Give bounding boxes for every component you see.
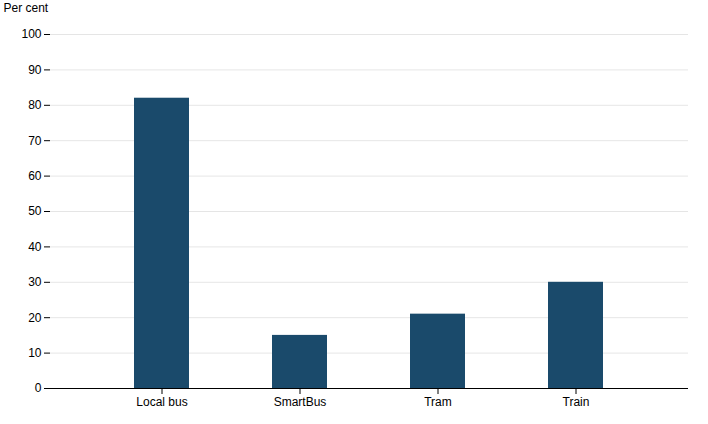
svg-text:50: 50 <box>28 204 42 218</box>
svg-text:30: 30 <box>28 275 42 289</box>
svg-text:40: 40 <box>28 240 42 254</box>
svg-text:Tram: Tram <box>424 395 452 409</box>
svg-text:SmartBus: SmartBus <box>274 395 327 409</box>
svg-text:80: 80 <box>28 98 42 112</box>
svg-text:70: 70 <box>28 134 42 148</box>
svg-text:Local bus: Local bus <box>136 395 187 409</box>
svg-text:100: 100 <box>21 27 41 41</box>
svg-text:Train: Train <box>563 395 590 409</box>
svg-text:0: 0 <box>35 381 42 395</box>
svg-text:90: 90 <box>28 63 42 77</box>
svg-text:Per cent: Per cent <box>4 1 49 15</box>
svg-text:60: 60 <box>28 169 42 183</box>
svg-text:20: 20 <box>28 311 42 325</box>
svg-text:10: 10 <box>28 346 42 360</box>
